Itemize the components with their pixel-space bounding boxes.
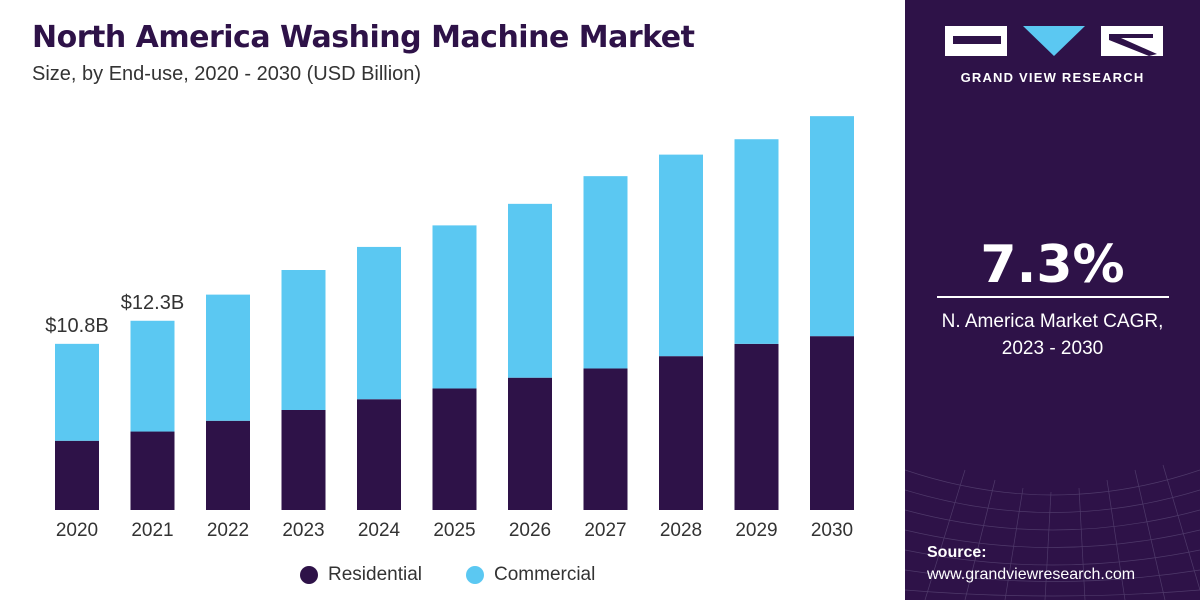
chart-subtitle: Size, by End-use, 2020 - 2030 (USD Billi… [32, 63, 422, 85]
bar-commercial-2024 [357, 246, 401, 400]
bar-commercial-2027 [583, 176, 628, 369]
x-tick-label: 2027 [584, 520, 626, 541]
bar-residential-2024 [357, 399, 401, 510]
legend-swatch-commercial [466, 566, 484, 584]
bar-value-label-2021: $12.3B [121, 292, 184, 314]
x-tick-label: 2022 [207, 520, 249, 541]
x-tick-label: 2026 [509, 520, 551, 541]
bar-value-label-2020: $10.8B [45, 315, 108, 337]
source-label: Source: [927, 544, 987, 561]
bar-residential-2028 [659, 356, 703, 510]
x-tick-label: 2030 [811, 520, 853, 541]
side-panel: GRAND VIEW RESEARCH 7.3% N. America Mark… [905, 0, 1200, 600]
bar-commercial-2022 [206, 294, 250, 421]
bar-residential-2022 [206, 420, 250, 510]
bar-residential-2021 [130, 431, 175, 510]
bar-commercial-2021 [130, 320, 175, 432]
chart-title: North America Washing Machine Market [32, 20, 695, 55]
bar-residential-2025 [432, 388, 477, 510]
bar-residential-2023 [281, 410, 326, 510]
bar-commercial-2025 [432, 225, 477, 389]
x-tick-label: 2020 [56, 520, 98, 541]
x-tick-label: 2024 [358, 520, 401, 541]
legend-label-residential: Residential [328, 564, 422, 585]
legend-label-commercial: Commercial [494, 564, 596, 585]
divider [937, 296, 1169, 298]
legend-item-residential: Residential [300, 560, 422, 590]
source-link[interactable]: www.grandviewresearch.com [927, 566, 1136, 583]
bar-commercial-2030 [810, 116, 854, 337]
legend-swatch-residential [300, 566, 318, 584]
x-tick-label: 2023 [282, 520, 324, 541]
bar-residential-2030 [810, 336, 854, 510]
bar-residential-2029 [734, 343, 779, 510]
x-tick-label: 2029 [735, 520, 777, 541]
x-tick-label: 2021 [131, 520, 173, 541]
bar-commercial-2020 [55, 343, 99, 441]
bar-commercial-2026 [508, 203, 552, 378]
cagr-value: 7.3% [980, 235, 1125, 295]
legend: Residential Commercial [0, 560, 905, 590]
bar-residential-2027 [583, 368, 628, 510]
cagr-label-line1: N. America Market CAGR, [941, 311, 1164, 332]
bar-chart: 2020 2021 2022 2023 2024 2025 2026 2027 2028 2029… [45, 116, 854, 541]
bar-commercial-2028 [659, 154, 703, 357]
x-tick-label: 2028 [660, 520, 702, 541]
grid-background-decoration [905, 464, 1200, 600]
bar-commercial-2029 [734, 139, 779, 344]
bar-commercial-2023 [281, 270, 326, 410]
cagr-label-line2: 2023 - 2030 [1001, 338, 1104, 359]
gvr-logo [945, 26, 1163, 56]
x-tick-label: 2025 [433, 520, 475, 541]
bar-residential-2020 [55, 440, 99, 510]
brand-name: GRAND VIEW RESEARCH [960, 70, 1145, 85]
legend-item-commercial: Commercial [466, 560, 595, 590]
cagr-label: N. America Market CAGR, 2023 - 2030 [905, 308, 1200, 362]
bar-residential-2026 [508, 377, 552, 510]
chart-area: North America Washing Machine Market Siz… [0, 20, 905, 590]
